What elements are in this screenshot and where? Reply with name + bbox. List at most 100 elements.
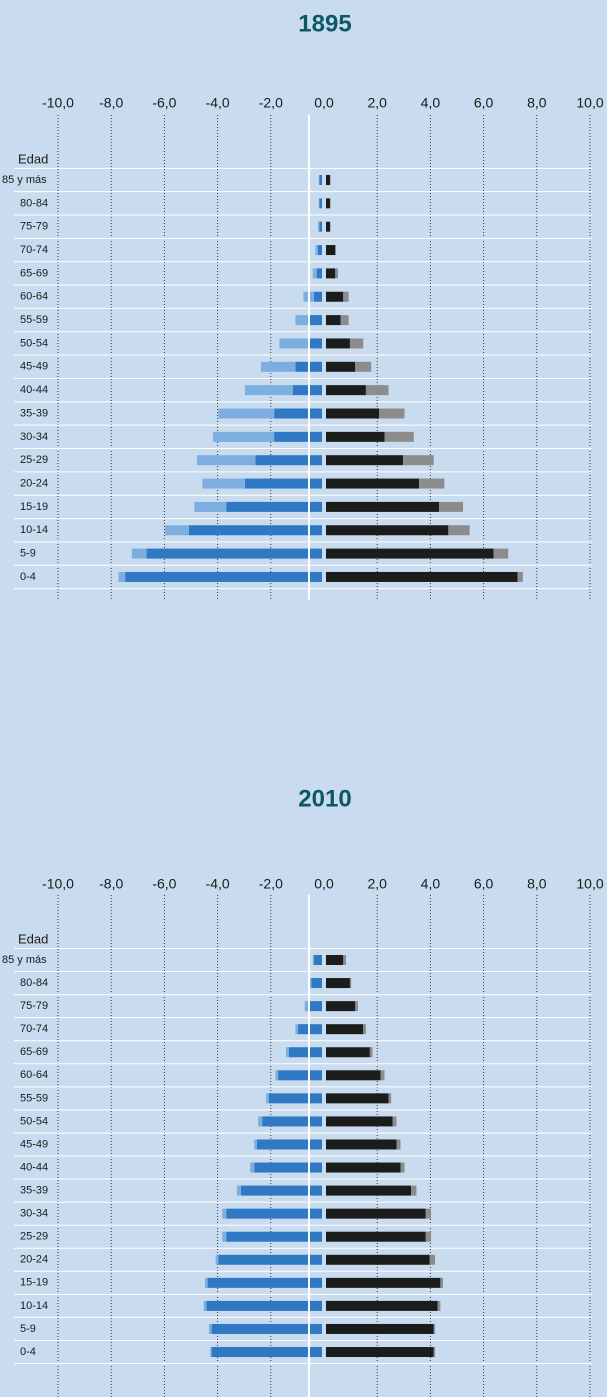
bar-segment: [211, 1323, 322, 1334]
bar-segment: [319, 221, 322, 232]
bar-segment: [196, 455, 256, 466]
x-tick-label: 0,0: [314, 876, 334, 892]
bar-segment: [437, 1300, 441, 1311]
bar-segment: [326, 221, 330, 232]
bar-segment: [326, 1024, 364, 1035]
y-tick-label: 50-54: [20, 337, 48, 349]
x-tick-label: 4,0: [421, 95, 441, 111]
y-tick-label: 10-14: [20, 524, 48, 536]
chart-title: 2010: [298, 785, 351, 812]
bar-segment: [326, 1254, 430, 1265]
y-tick-label: 70-74: [20, 244, 48, 256]
bar-segment: [433, 1347, 436, 1358]
x-tick-label: -4,0: [206, 876, 230, 892]
y-tick-label: 15-19: [20, 1277, 48, 1289]
bar-segment: [326, 955, 344, 965]
x-tick-label: 8,0: [527, 95, 547, 111]
y-tick-label: 60-64: [20, 291, 48, 303]
bar-segment: [318, 175, 320, 185]
bar-segment: [343, 291, 349, 302]
bar-segment: [274, 431, 322, 442]
bar-segment: [349, 338, 364, 349]
bar-segment: [278, 1070, 322, 1081]
bar-segment: [202, 478, 245, 489]
y-tick-label: 55-59: [20, 314, 48, 326]
bar-segment: [326, 1093, 389, 1104]
bar-segment: [326, 1070, 381, 1081]
bar-segment: [218, 408, 275, 419]
x-tick-label: -6,0: [152, 876, 176, 892]
bar-segment: [295, 1024, 299, 1035]
bar-segment: [384, 431, 414, 442]
x-tick-label: -4,0: [206, 95, 230, 111]
y-tick-label: 80-84: [20, 977, 48, 989]
bar-segment: [218, 1254, 322, 1265]
bar-segment: [210, 1347, 212, 1358]
bar-segment: [314, 955, 322, 965]
bar-segment: [244, 478, 322, 489]
bar-segment: [268, 1093, 322, 1104]
x-tick-label: 2,0: [367, 95, 387, 111]
x-tick-label: -8,0: [99, 95, 123, 111]
bar-segment: [326, 385, 366, 396]
bar-segment: [326, 1323, 434, 1334]
bar-segment: [403, 455, 434, 466]
bar-segment: [256, 1139, 322, 1150]
bar-segment: [165, 525, 189, 536]
bar-segment: [236, 1185, 241, 1196]
bar-segment: [118, 571, 126, 582]
bar-segment: [326, 1001, 356, 1012]
bar-segment: [365, 385, 389, 396]
y-tick-label: 0-4: [20, 571, 36, 583]
bar-segment: [262, 1116, 322, 1127]
bar-segment: [326, 1185, 412, 1196]
x-tick-label: -2,0: [259, 95, 283, 111]
bar-segment: [326, 548, 494, 559]
y-tick-label: 55-59: [20, 1092, 48, 1104]
y-tick-label: 75-79: [20, 221, 48, 233]
x-tick-label: -2,0: [259, 876, 283, 892]
bar-segment: [206, 1300, 322, 1311]
bar-segment: [254, 1139, 257, 1150]
bar-segment: [326, 408, 380, 419]
bar-segment: [400, 1162, 405, 1173]
bar-segment: [448, 525, 470, 536]
chart-title: 1895: [298, 10, 351, 37]
y-tick-label: 10-14: [20, 1300, 48, 1312]
bar-segment: [244, 385, 293, 396]
y-tick-label: 15-19: [20, 501, 48, 513]
bar-segment: [215, 1254, 219, 1265]
y-tick-label: 40-44: [20, 1161, 48, 1173]
x-tick-label: 6,0: [474, 876, 494, 892]
bar-segment: [222, 1208, 227, 1219]
bar-segment: [419, 478, 445, 489]
y-tick-label: 50-54: [20, 1115, 48, 1127]
bar-segment: [335, 245, 336, 256]
y-tick-label: 65-69: [20, 1046, 48, 1058]
bar-segment: [326, 571, 518, 582]
bar-segment: [326, 268, 336, 279]
bar-segment: [286, 1047, 289, 1058]
bar-segment: [316, 268, 322, 279]
x-tick-label: 8,0: [527, 876, 547, 892]
bar-segment: [146, 548, 322, 559]
bar-segment: [380, 1070, 385, 1081]
bar-segment: [425, 1231, 432, 1242]
bar-segment: [204, 1277, 208, 1288]
bar-segment: [326, 1162, 401, 1173]
bar-segment: [326, 315, 341, 326]
bar-segment: [326, 1231, 426, 1242]
bar-segment: [433, 1323, 436, 1334]
bar-segment: [312, 268, 317, 279]
y-tick-label: 45-49: [20, 361, 48, 373]
bar-segment: [203, 1300, 207, 1311]
x-tick-label: -10,0: [42, 95, 74, 111]
y-tick-label: 5-9: [20, 1323, 36, 1335]
y-tick-label: 20-24: [20, 477, 48, 489]
y-tick-label: 65-69: [20, 267, 48, 279]
y-tick-label: 45-49: [20, 1138, 48, 1150]
bar-segment: [295, 315, 309, 326]
bar-segment: [189, 525, 322, 536]
y-tick-label: 30-34: [20, 431, 48, 443]
y-tick-label: 25-29: [20, 1231, 48, 1243]
